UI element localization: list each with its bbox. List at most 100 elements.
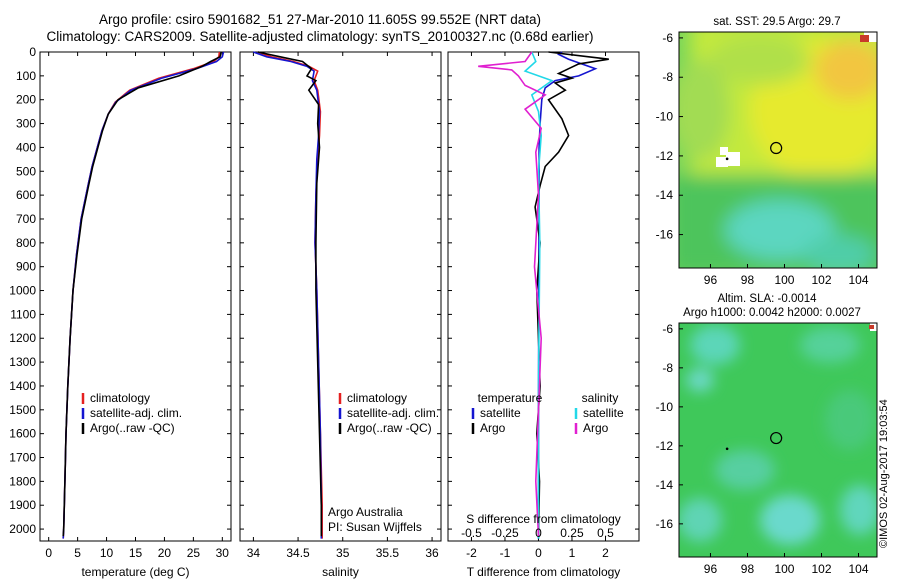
- temperature-ytick-label: 700: [16, 212, 36, 226]
- temperature-xtick-label: 20: [158, 546, 172, 560]
- temperature-legend-label: climatology: [90, 391, 150, 405]
- sst-map-ytick-label: -6: [662, 31, 673, 45]
- sst-map-ytick-label: -16: [656, 228, 674, 242]
- difference-temperature-legend-label: Argo: [480, 421, 506, 435]
- temperature-ytick-label: 1000: [9, 284, 36, 298]
- sst-map-xtick-label: 100: [774, 273, 794, 287]
- sst-map-ytick-label: -14: [656, 188, 674, 202]
- temperature-ytick-label: 200: [16, 93, 36, 107]
- sla-map-title: Altim. SLA: -0.0014: [717, 293, 817, 305]
- temperature-ytick-label: 500: [16, 164, 36, 178]
- difference-xtick-label: 0: [535, 546, 542, 560]
- temperature-ytick-label: 1300: [9, 355, 36, 369]
- temperature-ytick-label: 1500: [9, 403, 36, 417]
- sla-map-ytick-label: -10: [656, 400, 674, 414]
- profile-title: Argo profile: csiro 5901682_51 27-Mar-20…: [98, 12, 542, 27]
- imos-timestamp: ©IMOS 02-Aug-2017 19:03:54: [878, 399, 890, 548]
- difference-frame: [447, 51, 640, 542]
- sla-map-argo-marker: [770, 431, 783, 445]
- salinity-series-argo-raw-qc-: [257, 51, 323, 537]
- pi-label: PI: Susan Wijffels: [328, 520, 422, 534]
- difference-salinity-legend-label: satellite: [583, 406, 624, 420]
- sst-map-title: sat. SST: 29.5 Argo: 29.7: [713, 16, 840, 28]
- temperature-ytick-label: 2000: [9, 522, 36, 536]
- sla-map-xtick-label: 102: [811, 562, 831, 576]
- temperature-series-argo-raw-qc-: [62, 51, 222, 537]
- sla-map-frame: [678, 322, 878, 558]
- temperature-legend-label: satellite-adj. clim.: [90, 406, 182, 420]
- sla-map-island-dot: [725, 447, 729, 451]
- sst-map-field: [679, 32, 877, 268]
- difference-salinity-legend-label: Argo: [583, 421, 609, 435]
- difference-legend-title-temperature: temperature: [478, 391, 543, 405]
- difference-legend-title-salinity: salinity: [582, 391, 619, 405]
- salinity-legend-label: satellite-adj. clim.: [347, 406, 439, 420]
- sla-map-xtick-label: 104: [848, 562, 868, 576]
- difference-xtick-label: 2: [602, 546, 609, 560]
- difference-xtick-label: -1: [500, 546, 511, 560]
- temperature-legend-label: Argo(..raw -QC): [90, 421, 175, 435]
- salinity-xtick-label: 35: [336, 546, 350, 560]
- difference-series-temperature-satellite: [537, 51, 598, 539]
- temperature-frame: [39, 51, 232, 542]
- sst-map-ytick-label: -8: [662, 70, 673, 84]
- temperature-ytick-label: 600: [16, 188, 36, 202]
- difference-xtick-label: 1: [569, 546, 576, 560]
- difference-xtick-label: -2: [466, 546, 477, 560]
- sla-map-ytick-label: -14: [656, 478, 674, 492]
- salinity-xtick-label: 34.5: [286, 546, 310, 560]
- argo-australia-label: Argo Australia: [328, 505, 403, 519]
- difference-series-salinity-satellite: [523, 51, 554, 539]
- difference-series-salinity-argo: [478, 51, 547, 537]
- sla-map-ytick-label: -16: [656, 517, 674, 531]
- salinity-diff-tick-label: -0.5: [461, 526, 482, 540]
- sst-map-argo-marker: [770, 141, 783, 155]
- temperature-ytick-label: 800: [16, 236, 36, 250]
- difference-xlabel: T difference from climatology: [467, 565, 621, 579]
- climatology-subtitle: Climatology: CARS2009. Satellite-adjuste…: [46, 29, 594, 44]
- salinity-diff-tick-label: 0: [535, 526, 542, 540]
- salinity-diff-tick-label: -0.25: [491, 526, 519, 540]
- salinity-diff-tick-label: 0.5: [597, 526, 614, 540]
- salinity-series-satellite-adj-clim-: [253, 51, 323, 539]
- salinity-series-climatology: [257, 51, 324, 539]
- difference-temperature-legend-label: satellite: [480, 406, 521, 420]
- sst-map-xtick-label: 98: [741, 273, 755, 287]
- temperature-xtick-label: 15: [129, 546, 143, 560]
- salinity-xtick-label: 34: [247, 546, 261, 560]
- temperature-ytick-label: 900: [16, 260, 36, 274]
- temperature-ytick-label: 1600: [9, 427, 36, 441]
- temperature-ytick-label: 1700: [9, 451, 36, 465]
- sst-map-frame: [678, 31, 878, 269]
- temperature-ytick-label: 1200: [9, 331, 36, 345]
- sla-map-xtick-label: 100: [774, 562, 794, 576]
- temperature-ytick-label: 1800: [9, 474, 36, 488]
- temperature-series-satellite-adj-clim-: [62, 51, 225, 539]
- temperature-xtick-label: 0: [45, 546, 52, 560]
- temperature-ytick-label: 300: [16, 117, 36, 131]
- temperature-xlabel: temperature (deg C): [81, 565, 189, 579]
- sla-map-ytick-label: -12: [656, 439, 674, 453]
- temperature-xtick-label: 10: [100, 546, 114, 560]
- salinity-diff-tick-label: 0.25: [560, 526, 584, 540]
- temperature-ytick-label: 1400: [9, 379, 36, 393]
- sst-map-island-dot: [725, 157, 729, 161]
- temperature-ytick-label: 0: [29, 45, 36, 59]
- sla-map-ytick-label: -6: [662, 322, 673, 336]
- temperature-series-climatology: [62, 51, 221, 539]
- sla-map-subtitle: Argo h1000: 0.0042 h2000: 0.0027: [683, 307, 861, 319]
- salinity-xtick-label: 35.5: [376, 546, 400, 560]
- sla-map-xtick-label: 96: [704, 562, 718, 576]
- temperature-ytick-label: 1900: [9, 498, 36, 512]
- salinity-diff-xlabel: S difference from climatology: [466, 512, 621, 526]
- temperature-xtick-label: 25: [187, 546, 201, 560]
- sla-map-xtick-label: 98: [741, 562, 755, 576]
- temperature-ytick-label: 100: [16, 69, 36, 83]
- sst-map-xtick-label: 96: [704, 273, 718, 287]
- salinity-xtick-label: 36: [425, 546, 439, 560]
- temperature-xtick-label: 5: [74, 546, 81, 560]
- sst-map-ytick-label: -10: [656, 110, 674, 124]
- sst-map-xtick-label: 102: [811, 273, 831, 287]
- sst-map-xtick-label: 104: [848, 273, 868, 287]
